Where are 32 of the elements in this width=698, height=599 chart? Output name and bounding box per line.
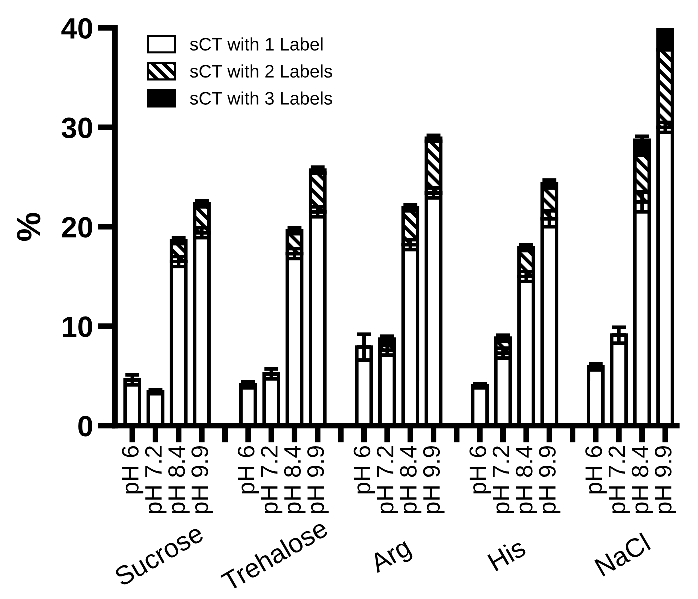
x-tick-label: pH 7.2 bbox=[261, 446, 283, 514]
x-tick-label: pH 6 bbox=[586, 446, 607, 494]
x-tick-label: pH 9.9 bbox=[308, 446, 329, 514]
x-tick-label: pH 8.4 bbox=[516, 446, 538, 514]
x-tick-label: pH 7.2 bbox=[377, 446, 398, 514]
x-tick-label: pH 7.2 bbox=[492, 446, 514, 514]
x-tick-label: pH 9.9 bbox=[539, 446, 561, 514]
y-axis-title: % bbox=[17, 213, 41, 242]
x-tick-label: pH 9.9 bbox=[655, 446, 676, 514]
y-tick-label: 30 bbox=[62, 118, 92, 138]
x-tick-label: pH 9.9 bbox=[192, 446, 214, 514]
x-tick-label: pH 6 bbox=[470, 446, 492, 494]
y-tick-label: 40 bbox=[62, 18, 92, 40]
x-tick-label: pH 6 bbox=[122, 446, 144, 494]
x-tick-label: pH 7.2 bbox=[145, 446, 167, 514]
x-tick-label: pH 7.2 bbox=[608, 446, 630, 514]
x-tick-label: pH 8.4 bbox=[168, 446, 190, 514]
x-tick-label: pH 8.4 bbox=[632, 446, 654, 514]
x-tick-label: pH 8.4 bbox=[284, 446, 306, 514]
text: NaCl bbox=[594, 532, 652, 577]
y-tick-label: 10 bbox=[63, 316, 92, 338]
x-tick-label: pH 9.9 bbox=[423, 446, 445, 514]
y-tick-label: 20 bbox=[62, 217, 92, 238]
x-tick-label: pH 6 bbox=[354, 446, 376, 494]
legend-label: sCT with 3 Labels bbox=[190, 92, 332, 105]
y-tick-label: 0 bbox=[78, 416, 92, 437]
text: His bbox=[487, 537, 528, 572]
text: Arg bbox=[368, 538, 415, 578]
legend-label: sCT with 1 Label bbox=[190, 38, 323, 51]
x-tick-label: pH 6 bbox=[238, 446, 260, 494]
legend-label: sCT with 2 Labels bbox=[190, 64, 332, 78]
x-tick-label: pH 8.4 bbox=[400, 446, 422, 514]
